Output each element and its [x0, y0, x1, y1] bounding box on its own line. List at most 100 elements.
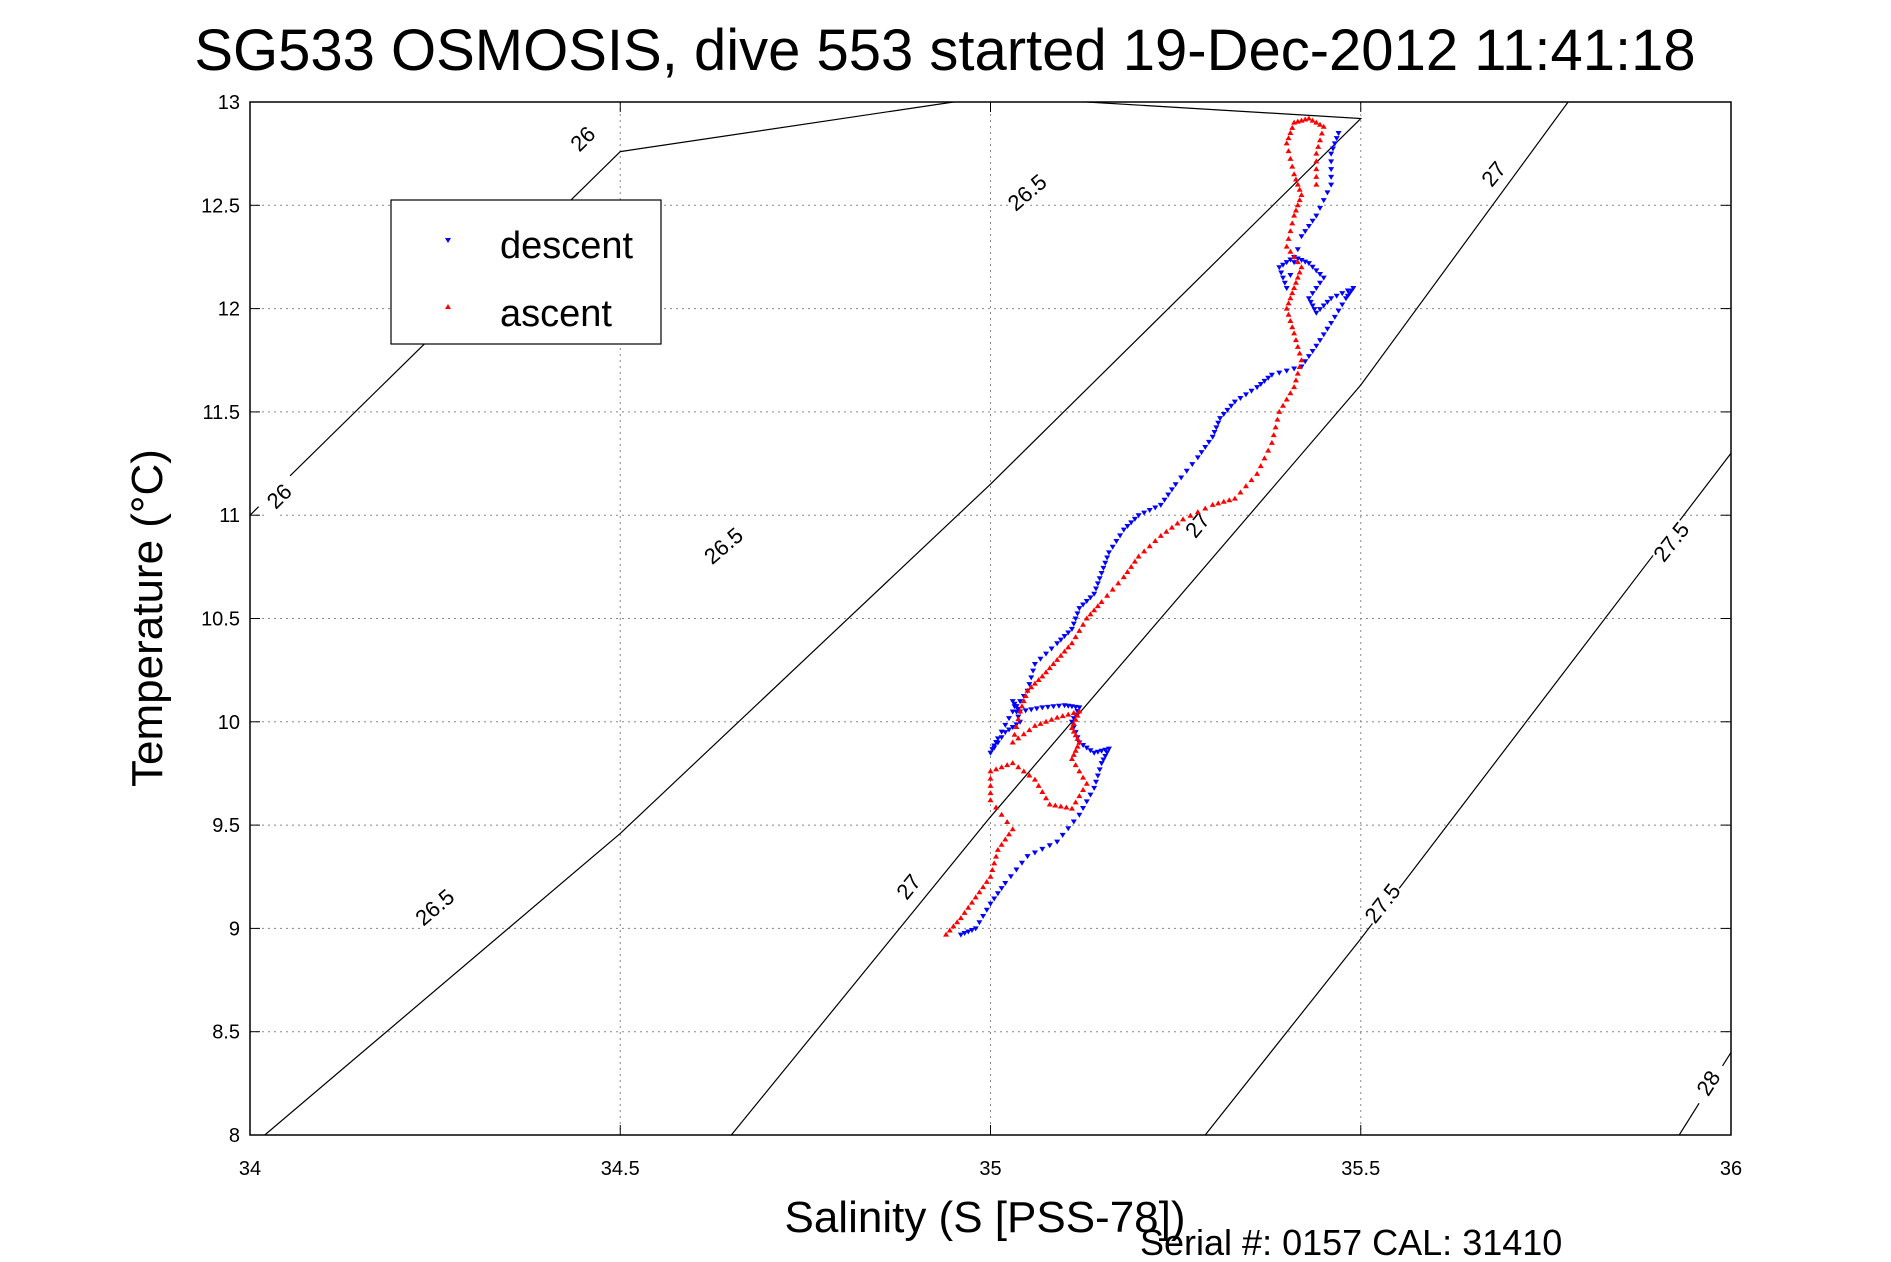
descent-point: [1068, 704, 1075, 710]
descent-point: [1331, 314, 1338, 320]
ascent-point: [1274, 416, 1281, 422]
ascent-point: [1020, 731, 1027, 737]
ascent-point: [1054, 714, 1061, 720]
ascent-point: [1017, 708, 1024, 714]
y-tick-label: 12: [218, 299, 240, 321]
ascent-point: [1285, 235, 1292, 241]
descent-point: [1022, 708, 1029, 714]
ascent-point: [968, 899, 975, 905]
contour-label: 26.5: [699, 522, 748, 569]
y-tick-label: 9.5: [212, 815, 240, 837]
descent-point: [1080, 602, 1087, 608]
ascent-point: [1294, 274, 1301, 280]
descent-point: [972, 926, 979, 932]
descent-point: [1061, 634, 1068, 640]
descent-series: [957, 130, 1357, 938]
ascent-point: [1287, 248, 1294, 254]
descent-point: [1091, 785, 1098, 791]
descent-point: [1087, 748, 1094, 754]
descent-point: [1317, 205, 1324, 211]
descent-point: [1313, 285, 1320, 291]
isopycnal-27: [730, 102, 1569, 1135]
descent-point: [1113, 539, 1120, 545]
ascent-point: [993, 766, 1000, 772]
descent-point: [1302, 229, 1309, 235]
ascent-point: [1215, 500, 1222, 506]
ascent-point: [1072, 762, 1079, 768]
ascent-point: [987, 873, 994, 879]
ascent-point: [1298, 264, 1305, 270]
ascent-point: [1292, 207, 1299, 213]
descent-point: [1178, 475, 1185, 481]
descent-point: [1335, 130, 1342, 136]
descent-point: [1009, 699, 1016, 705]
ascent-point: [1046, 801, 1053, 807]
y-tick-label: 8.5: [212, 1022, 240, 1044]
descent-point: [1317, 338, 1324, 344]
ascent-point: [1083, 615, 1090, 621]
ascent-point: [1057, 803, 1064, 809]
descent-point: [1013, 704, 1020, 710]
descent-point: [1102, 753, 1109, 759]
ascent-point: [1115, 580, 1122, 586]
descent-point: [1068, 626, 1075, 632]
ascent-point: [1317, 121, 1324, 127]
descent-point: [1059, 832, 1066, 838]
descent-point: [1220, 411, 1227, 417]
ascent-point: [987, 782, 994, 788]
descent-point: [987, 901, 994, 907]
descent-point: [1030, 668, 1037, 674]
descent-point: [1098, 571, 1105, 577]
ascent-point: [987, 775, 994, 781]
descent-point: [1313, 343, 1320, 349]
x-tick-label: 34.5: [601, 1158, 640, 1180]
contour-label: 27.5: [1359, 879, 1405, 928]
ascent-point: [972, 894, 979, 900]
ascent-point: [1080, 621, 1087, 627]
ascent-point: [1294, 370, 1301, 376]
ascent-point: [1294, 259, 1301, 265]
descent-point: [994, 736, 1001, 742]
ascent-point: [943, 931, 950, 937]
ascent-point: [1226, 497, 1233, 503]
y-tick-label: 9: [229, 918, 240, 940]
ascent-point: [1011, 731, 1018, 737]
contour-label-bg: [1002, 168, 1052, 216]
ascent-point: [1094, 603, 1101, 609]
ascent-point: [1287, 390, 1294, 396]
descent-point: [1237, 395, 1244, 401]
descent-point: [1331, 141, 1338, 147]
descent-point: [1168, 487, 1175, 493]
ascent-point: [1231, 495, 1238, 501]
ascent-point: [1276, 408, 1283, 414]
ascent-point: [1037, 720, 1044, 726]
ascent-point: [1237, 489, 1244, 495]
descent-point: [1328, 151, 1335, 157]
ascent-point: [1050, 660, 1057, 666]
ascent-point: [1289, 324, 1296, 330]
ascent-point: [1291, 384, 1298, 390]
descent-point: [1324, 299, 1331, 305]
ascent-point: [1283, 305, 1290, 311]
ascent-point: [1313, 173, 1320, 179]
descent-point: [1024, 854, 1031, 860]
ascent-point: [1296, 350, 1303, 356]
descent-point: [1279, 262, 1286, 268]
ascent-point: [987, 797, 994, 803]
descent-point: [1105, 550, 1112, 556]
ascent-point: [1291, 212, 1298, 218]
ascent-point: [1242, 483, 1249, 489]
ascent-point: [1009, 739, 1016, 745]
ascent-point: [1061, 648, 1068, 654]
y-tick-label: 12.5: [201, 195, 240, 217]
chart-title: SG533 OSMOSIS, dive 553 started 19-Dec-2…: [194, 18, 1695, 83]
descent-point: [1013, 867, 1020, 873]
descent-point: [1065, 703, 1072, 709]
descent-point: [1324, 190, 1331, 196]
ascent-point: [998, 764, 1005, 770]
isopycnal-27.5: [1204, 452, 1731, 1135]
descent-point: [1061, 703, 1068, 709]
contour-label-bg: [1647, 516, 1695, 567]
descent-point: [1287, 273, 1294, 279]
y-axis-ticks: 8 8.5 9 9.5 10 10.5 11 11.5 12 12.5 13: [201, 92, 1731, 1147]
